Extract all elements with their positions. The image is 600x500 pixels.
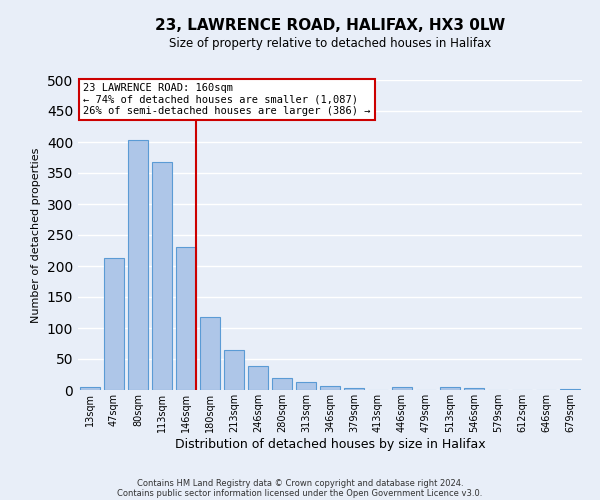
Text: Size of property relative to detached houses in Halifax: Size of property relative to detached ho… (169, 38, 491, 51)
Bar (128, 140, 148, 390)
Bar (560, 389, 580, 390)
Bar (320, 386, 340, 390)
Y-axis label: Number of detached properties: Number of detached properties (31, 148, 41, 322)
Text: 23 LAWRENCE ROAD: 160sqm
← 74% of detached houses are smaller (1,087)
26% of sem: 23 LAWRENCE ROAD: 160sqm ← 74% of detach… (83, 83, 371, 116)
Bar (200, 317, 220, 390)
Bar (80, 387, 100, 390)
Bar (248, 366, 268, 390)
Text: Contains HM Land Registry data © Crown copyright and database right 2024.: Contains HM Land Registry data © Crown c… (137, 478, 463, 488)
Bar (272, 378, 292, 390)
Text: 23, LAWRENCE ROAD, HALIFAX, HX3 0LW: 23, LAWRENCE ROAD, HALIFAX, HX3 0LW (155, 18, 505, 32)
Bar (464, 388, 484, 390)
Bar (152, 162, 172, 390)
Bar (344, 388, 364, 390)
Bar (104, 258, 124, 390)
Text: Contains public sector information licensed under the Open Government Licence v3: Contains public sector information licen… (118, 488, 482, 498)
Bar (392, 387, 412, 390)
Bar (176, 248, 196, 390)
Bar (224, 350, 244, 390)
Bar (440, 387, 460, 390)
X-axis label: Distribution of detached houses by size in Halifax: Distribution of detached houses by size … (175, 438, 485, 450)
Bar (296, 382, 316, 390)
